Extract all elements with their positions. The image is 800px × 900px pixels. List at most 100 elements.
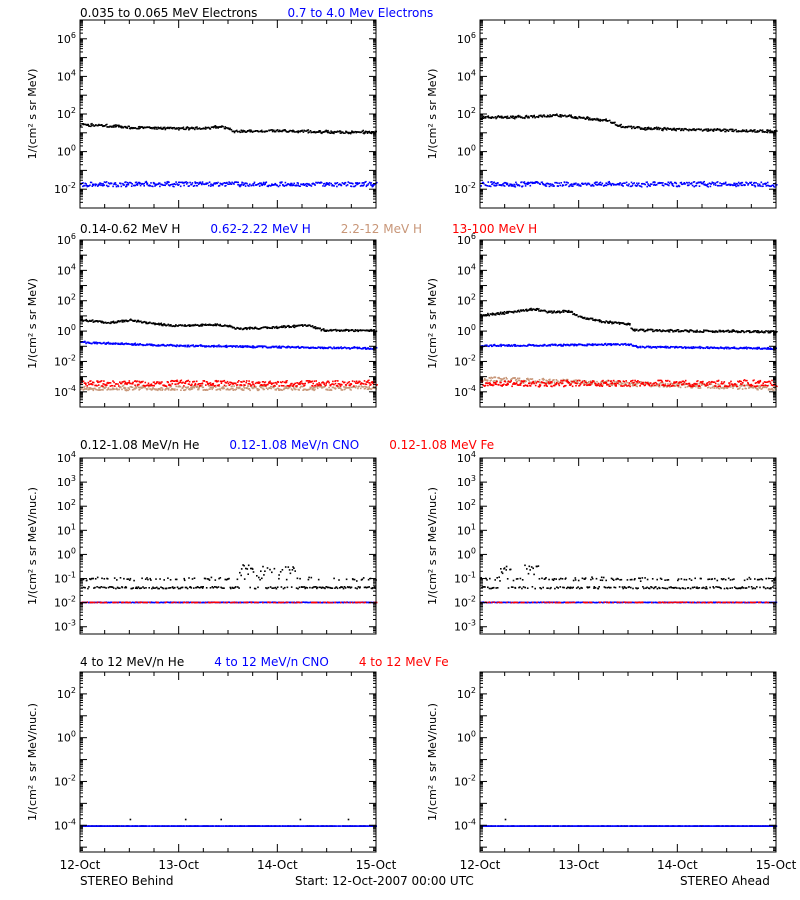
- data-point: [569, 311, 571, 313]
- data-point: [350, 347, 353, 349]
- data-point: [295, 386, 297, 388]
- row-title-segment: 0.62-2.22 MeV H: [210, 222, 310, 236]
- data-point: [308, 380, 311, 382]
- data-point: [567, 182, 569, 184]
- data-point: [344, 386, 346, 388]
- data-point: [243, 386, 245, 388]
- data-point: [561, 185, 564, 187]
- data-point: [370, 348, 372, 350]
- data-point: [344, 132, 346, 134]
- data-point: [267, 388, 269, 391]
- data-point: [308, 184, 310, 186]
- data-point: [302, 324, 304, 326]
- data-point: [221, 345, 223, 348]
- data-point: [769, 331, 771, 334]
- data-point: [569, 344, 571, 347]
- data-point: [328, 184, 331, 186]
- data-point: [489, 313, 492, 315]
- data-point: [627, 343, 630, 345]
- data-point: [487, 115, 490, 117]
- data-point: [297, 388, 299, 391]
- data-point: [150, 182, 152, 184]
- data-point: [362, 132, 365, 134]
- data-point: [94, 387, 96, 390]
- data-point: [105, 124, 107, 126]
- data-point: [248, 382, 250, 385]
- data-point: [627, 125, 629, 128]
- data-point: [131, 183, 133, 185]
- data-point: [115, 383, 118, 385]
- data-point: [365, 329, 367, 332]
- data-point: [724, 183, 726, 185]
- data-point: [127, 382, 130, 384]
- data-point: [90, 383, 92, 385]
- data-point: [667, 184, 669, 186]
- data-point: [596, 181, 598, 183]
- data-point: [587, 182, 590, 185]
- data-point: [518, 185, 521, 187]
- data-point: [173, 183, 176, 185]
- data-point: [506, 115, 509, 118]
- data-point: [176, 380, 179, 382]
- data-point: [730, 128, 732, 131]
- data-point: [117, 185, 120, 188]
- data-point: [84, 185, 86, 187]
- data-point: [656, 329, 658, 331]
- data-point: [314, 327, 317, 330]
- data-point: [597, 319, 599, 322]
- data-point: [318, 327, 321, 330]
- data-point: [683, 329, 686, 332]
- data-point: [347, 329, 349, 331]
- data-point: [100, 380, 102, 383]
- data-point: [85, 388, 88, 390]
- data-point: [135, 183, 138, 186]
- data-point: [120, 185, 123, 188]
- data-point: [128, 127, 131, 130]
- data-point: [530, 307, 532, 310]
- data-point: [509, 184, 511, 187]
- data-point: [177, 184, 179, 186]
- data-point: [318, 130, 320, 132]
- data-point: [336, 385, 338, 387]
- data-point: [178, 345, 180, 348]
- data-point: [114, 343, 117, 345]
- data-point: [200, 183, 203, 186]
- data-point: [365, 185, 368, 188]
- data-point: [635, 185, 637, 187]
- data-point: [222, 386, 225, 388]
- data-point: [145, 322, 147, 325]
- data-point: [332, 329, 335, 331]
- data-point: [491, 181, 493, 183]
- data-point: [280, 384, 283, 387]
- data-point: [310, 185, 313, 187]
- data-point: [708, 129, 710, 132]
- data-point: [212, 384, 214, 386]
- data-point: [622, 125, 624, 128]
- data-point: [159, 127, 161, 129]
- data-point: [654, 329, 656, 332]
- data-point: [252, 183, 254, 185]
- data-point: [312, 387, 314, 389]
- data-point: [212, 185, 214, 187]
- data-point: [579, 315, 581, 318]
- data-point: [367, 347, 369, 349]
- data-point: [197, 345, 199, 347]
- data-point: [237, 181, 239, 183]
- data-point: [246, 387, 249, 389]
- data-point: [311, 388, 314, 391]
- data-point: [615, 124, 618, 126]
- data-point: [283, 325, 285, 327]
- data-point: [188, 388, 191, 391]
- data-point: [596, 184, 599, 186]
- data-point: [678, 185, 680, 188]
- data-point: [765, 330, 767, 332]
- data-point: [89, 181, 92, 184]
- data-point: [350, 389, 352, 391]
- data-point: [347, 387, 349, 389]
- data-point: [193, 386, 196, 389]
- data-point: [244, 130, 246, 132]
- data-point: [86, 341, 88, 344]
- data-point: [241, 181, 243, 184]
- data-point: [84, 388, 86, 390]
- data-point: [657, 182, 660, 184]
